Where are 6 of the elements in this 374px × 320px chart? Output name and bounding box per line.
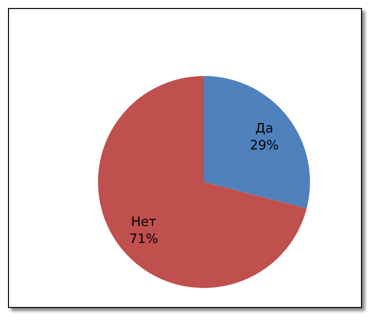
slice-label: Да <box>255 122 274 137</box>
data-label: 29% <box>250 138 279 154</box>
pie-slice <box>98 76 307 288</box>
data-label: 71% <box>129 232 158 248</box>
slice-label: Нет <box>131 215 157 230</box>
pie-slice <box>204 76 310 208</box>
